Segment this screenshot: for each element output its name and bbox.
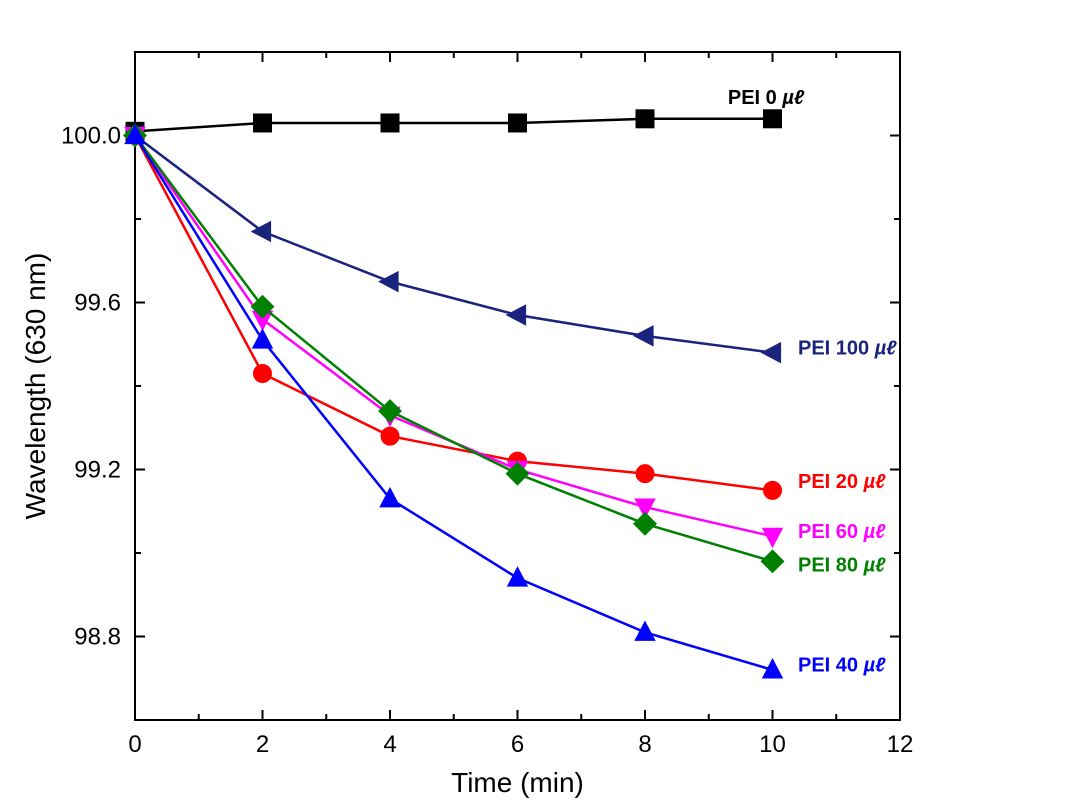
series-label-unit: µℓ bbox=[863, 555, 887, 577]
marker-circle bbox=[636, 465, 654, 483]
y-axis-label: Wavelength (630 nm) bbox=[20, 253, 51, 520]
x-tick-label: 2 bbox=[256, 731, 269, 758]
series-label-unit: µℓ bbox=[863, 655, 887, 677]
line-chart: 0 2 4 6 8 10 12 98.8 99.2 99.6 100.0 Time (min) Wave… bbox=[0, 0, 1081, 807]
series-label: PEI 60 µℓ bbox=[798, 521, 886, 543]
y-tick-label: 99.6 bbox=[74, 290, 121, 317]
marker-square bbox=[764, 110, 782, 128]
series-label-unit: µℓ bbox=[874, 337, 898, 359]
x-tick-label: 12 bbox=[887, 731, 914, 758]
marker-square bbox=[509, 114, 527, 132]
series-label: PEI 40 µℓ bbox=[798, 655, 886, 677]
x-tick-label: 0 bbox=[128, 731, 141, 758]
series-label-unit: µℓ bbox=[863, 471, 887, 493]
series-label: PEI 100 µℓ bbox=[798, 337, 897, 359]
x-axis-label: Time (min) bbox=[451, 767, 584, 798]
series-label-unit: µℓ bbox=[863, 521, 887, 543]
series-label: PEI 80 µℓ bbox=[798, 555, 886, 577]
x-tick-label: 6 bbox=[511, 731, 524, 758]
marker-square bbox=[254, 114, 272, 132]
series-label-unit: µℓ bbox=[781, 87, 805, 109]
y-tick-label: 99.2 bbox=[74, 457, 121, 484]
series-label: PEI 0 µℓ bbox=[728, 87, 805, 109]
series-label: PEI 20 µℓ bbox=[798, 471, 886, 493]
marker-circle bbox=[764, 481, 782, 499]
x-tick-label: 10 bbox=[759, 731, 786, 758]
marker-circle bbox=[381, 427, 399, 445]
y-tick-label: 100.0 bbox=[61, 123, 121, 150]
marker-circle bbox=[254, 364, 272, 382]
x-tick-label: 8 bbox=[638, 731, 651, 758]
marker-square bbox=[381, 114, 399, 132]
y-tick-label: 98.8 bbox=[74, 624, 121, 651]
x-tick-label: 4 bbox=[383, 731, 396, 758]
marker-square bbox=[636, 110, 654, 128]
